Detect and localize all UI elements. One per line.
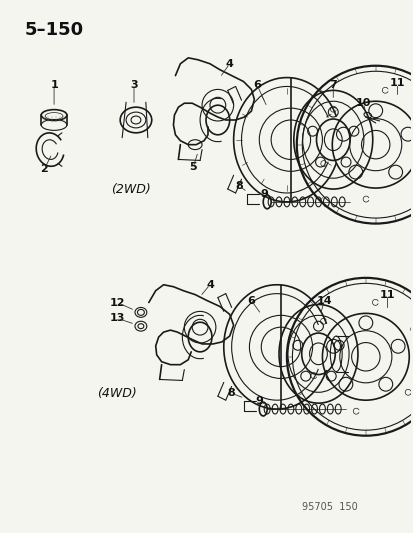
Text: 1: 1	[50, 80, 58, 91]
Text: 5: 5	[189, 163, 197, 172]
Text: 3: 3	[130, 80, 138, 91]
Text: 10: 10	[354, 98, 370, 108]
Text: 95705  150: 95705 150	[301, 502, 357, 512]
Text: 2: 2	[40, 164, 48, 174]
Text: (2WD): (2WD)	[111, 183, 151, 196]
Text: 5–150: 5–150	[24, 21, 83, 39]
Text: 11: 11	[379, 289, 394, 300]
Text: 9: 9	[255, 396, 263, 406]
Text: 13: 13	[109, 313, 125, 324]
Text: 6: 6	[247, 295, 255, 305]
Text: 6: 6	[253, 80, 261, 91]
Text: 7: 7	[329, 80, 336, 91]
Text: 8: 8	[227, 388, 235, 398]
Text: 4: 4	[225, 59, 233, 69]
Text: 9: 9	[260, 189, 268, 199]
Text: 14: 14	[316, 295, 331, 305]
Text: (4WD): (4WD)	[97, 387, 137, 400]
Text: 12: 12	[109, 297, 125, 308]
Text: 8: 8	[235, 181, 243, 191]
Text: 11: 11	[389, 78, 404, 88]
Text: 4: 4	[206, 280, 214, 290]
